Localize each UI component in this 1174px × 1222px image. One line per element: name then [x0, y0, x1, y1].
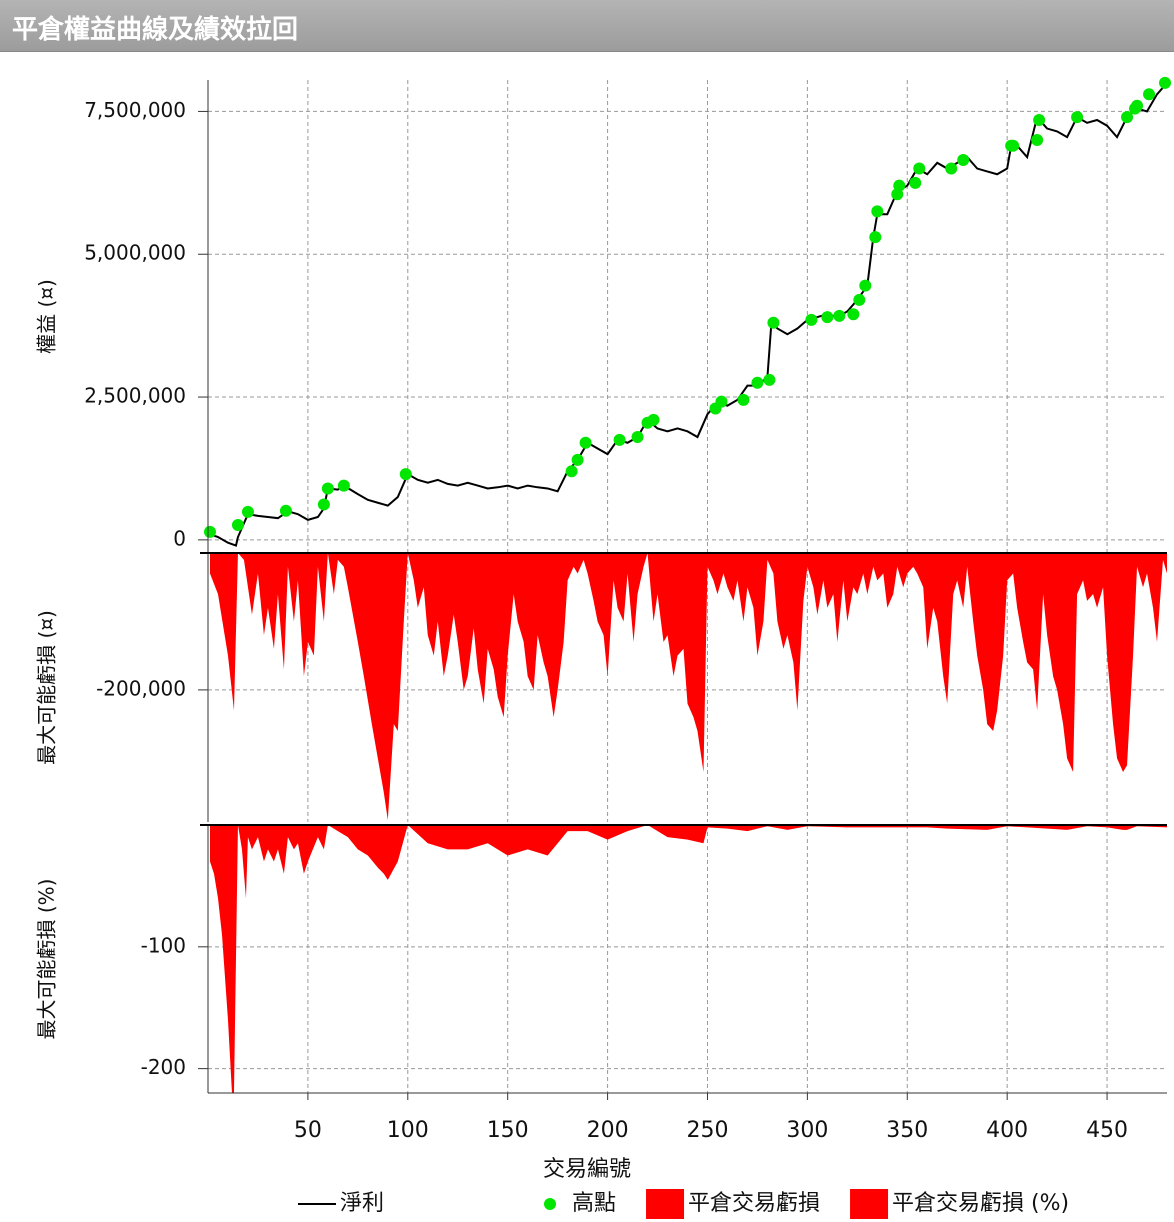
y-axis-title: 最大可能虧損 (%): [35, 879, 59, 1040]
x-tick-label: 400: [986, 1118, 1028, 1143]
high-point: [1131, 99, 1144, 112]
x-tick-label: 200: [587, 1118, 629, 1143]
high-point: [317, 498, 330, 511]
high-point: [913, 162, 926, 175]
high-point: [1031, 133, 1044, 146]
high-point: [399, 468, 412, 481]
high-point: [1007, 139, 1020, 152]
high-point: [1071, 111, 1084, 124]
x-axis-title: 交易編號: [543, 1157, 631, 1182]
high-point: [631, 431, 644, 444]
x-tick-label: 150: [487, 1118, 529, 1143]
y-tick-label: -200: [141, 1055, 186, 1079]
legend-label: 平倉交易虧損 (%): [892, 1191, 1069, 1216]
y-tick-label: -200,000: [96, 676, 186, 700]
y-axis-title: 權益 (¤): [35, 279, 59, 354]
drawdown-area: [209, 825, 1167, 1093]
x-tick-label: 250: [686, 1118, 728, 1143]
high-point: [957, 153, 970, 166]
high-point: [321, 482, 334, 495]
y-tick-label: 0: [173, 526, 186, 550]
high-point: [909, 176, 922, 189]
high-point: [805, 313, 818, 326]
high-point: [767, 316, 780, 329]
high-point: [579, 436, 592, 449]
y-tick-label: 5,000,000: [84, 241, 186, 265]
high-point: [203, 525, 216, 538]
high-point: [737, 393, 750, 406]
high-point: [647, 413, 660, 426]
high-point: [565, 465, 578, 478]
high-point: [241, 505, 254, 518]
x-tick-label: 300: [786, 1118, 828, 1143]
y-tick-label: -100: [141, 933, 186, 957]
high-point: [893, 179, 906, 192]
equity-line: [209, 82, 1168, 547]
high-point: [833, 309, 846, 322]
high-point: [853, 293, 866, 306]
y-axis-title: 最大可能虧損 (¤): [35, 610, 59, 765]
high-point: [821, 311, 834, 324]
high-point: [613, 433, 626, 446]
high-point: [945, 162, 958, 175]
high-point: [1033, 113, 1046, 126]
title-bar: 平倉權益曲線及績效拉回: [0, 0, 1174, 52]
high-point: [1143, 88, 1156, 101]
x-tick-label: 100: [387, 1118, 429, 1143]
high-point: [715, 395, 728, 408]
y-tick-label: 7,500,000: [84, 98, 186, 122]
high-point: [859, 279, 872, 292]
high-point: [1159, 76, 1172, 89]
legend-label: 平倉交易虧損: [688, 1191, 820, 1216]
x-tick-label: 350: [886, 1118, 928, 1143]
high-point: [571, 453, 584, 466]
high-point: [751, 376, 764, 389]
high-point: [763, 373, 776, 386]
high-point: [279, 504, 292, 517]
y-tick-label: 2,500,000: [84, 384, 186, 408]
high-point: [231, 519, 244, 532]
high-point: [847, 308, 860, 321]
drawdown-area: [209, 553, 1167, 820]
x-tick-label: 450: [1086, 1118, 1128, 1143]
title: 平倉權益曲線及績效拉回: [12, 15, 299, 45]
legend-swatch: [850, 1189, 889, 1219]
legend-label: 淨利: [340, 1191, 384, 1216]
legend-label: 高點: [572, 1191, 616, 1216]
legend-swatch: [544, 1198, 557, 1210]
x-tick-label: 50: [294, 1118, 322, 1143]
high-point: [869, 231, 882, 244]
high-point: [871, 205, 884, 218]
legend-swatch: [646, 1189, 685, 1219]
high-point: [337, 479, 350, 492]
high-point: [1121, 111, 1134, 124]
